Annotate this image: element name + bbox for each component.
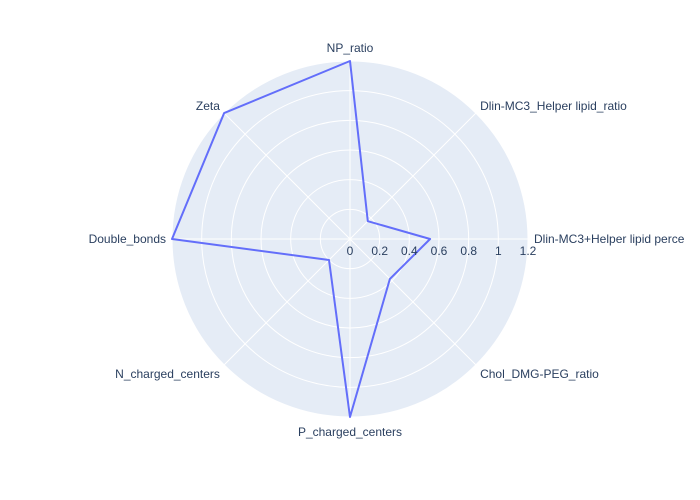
angular-axis-label: N_charged_centers — [115, 367, 220, 381]
angular-gridlines — [172, 61, 528, 417]
angular-axis-label: NP_ratio — [327, 41, 374, 55]
radial-tick-label: 0.6 — [431, 244, 448, 258]
angular-axis-label: Chol_DMG-PEG_ratio — [480, 367, 599, 381]
radial-tick-label: 0.8 — [460, 244, 477, 258]
series-layer — [171, 60, 432, 418]
data-point-7 — [223, 112, 225, 114]
angular-axis-label: Dlin-MC3+Helper lipid perce — [534, 232, 685, 246]
data-point-1 — [367, 220, 369, 222]
data-point-4 — [349, 416, 351, 418]
angular-gridline-7 — [223, 112, 351, 240]
data-point-0 — [349, 60, 351, 62]
radial-tick-label: 1.2 — [520, 244, 537, 258]
angular-axis-label: P_charged_centers — [298, 425, 402, 439]
radial-tick-label: 0.2 — [371, 244, 388, 258]
data-point-5 — [328, 259, 330, 261]
angular-gridline-1 — [349, 112, 477, 240]
data-point-6 — [171, 238, 173, 240]
angular-gridline-3 — [349, 238, 477, 366]
angular-axis-label: Double_bonds — [89, 232, 166, 246]
data-point-3 — [389, 278, 391, 280]
radial-tick-label: 0.4 — [401, 244, 418, 258]
radial-tick-labels: 0 0.2 0.4 0.6 0.8 1 1.2 — [347, 244, 537, 258]
data-point-2 — [429, 238, 431, 240]
radial-tick-label: 1 — [495, 244, 502, 258]
angular-axis-label: Dlin-MC3_Helper lipid_ratio — [480, 99, 627, 113]
radial-tick-label: 0 — [347, 244, 354, 258]
angular-axis-label: Zeta — [196, 99, 220, 113]
angular-axis-labels: NP_ratio Dlin-MC3_Helper lipid_ratio Dlin-… — [89, 41, 685, 439]
